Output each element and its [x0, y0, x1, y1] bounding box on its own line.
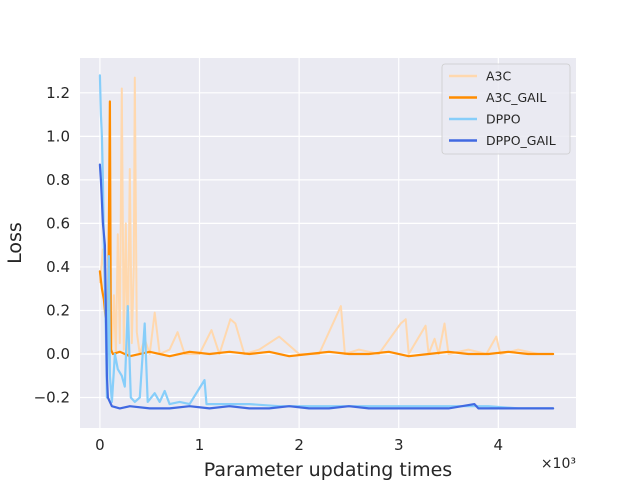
y-tick-label: 1.2: [46, 84, 70, 102]
series-line-a3c: [98, 76, 555, 355]
x-axis-label: Parameter updating times: [204, 459, 452, 480]
x-tick-label: 0: [95, 436, 105, 454]
y-tick-label: 0.4: [46, 258, 70, 276]
legend-label: A3C_GAIL: [486, 90, 546, 105]
y-tick-label: 0.0: [46, 345, 70, 363]
y-tick-label: 0.6: [46, 214, 70, 232]
y-tick-label: 0.8: [46, 171, 70, 189]
legend-box: [441, 63, 571, 155]
series-line-a3c-gail: [98, 100, 555, 358]
y-tick-label: 0.2: [46, 301, 70, 319]
grid: [80, 58, 576, 428]
series-layer: [98, 74, 555, 410]
x-tick-label: 2: [294, 436, 304, 454]
y-axis-label: Loss: [4, 222, 26, 264]
x-axis-ticks: 0 1 2 3 4: [95, 436, 503, 454]
y-tick-label: 1.0: [46, 127, 70, 145]
legend: A3C A3C_GAIL DPPO DPPO_GAIL: [441, 63, 571, 155]
legend-label: DPPO: [486, 112, 521, 127]
x-tick-label: 1: [195, 436, 205, 454]
series-line-dppo-gail: [98, 163, 555, 410]
x-tick-label: 3: [394, 436, 404, 454]
y-axis-ticks: −0.2 0.0 0.2 0.4 0.6 0.8 1.0 1.2: [34, 84, 70, 407]
x-tick-label: 4: [494, 436, 504, 454]
x-axis-multiplier: ×10³: [541, 456, 576, 472]
legend-label: A3C: [486, 69, 512, 84]
legend-label: DPPO_GAIL: [486, 133, 556, 148]
y-tick-label: −0.2: [34, 389, 70, 407]
